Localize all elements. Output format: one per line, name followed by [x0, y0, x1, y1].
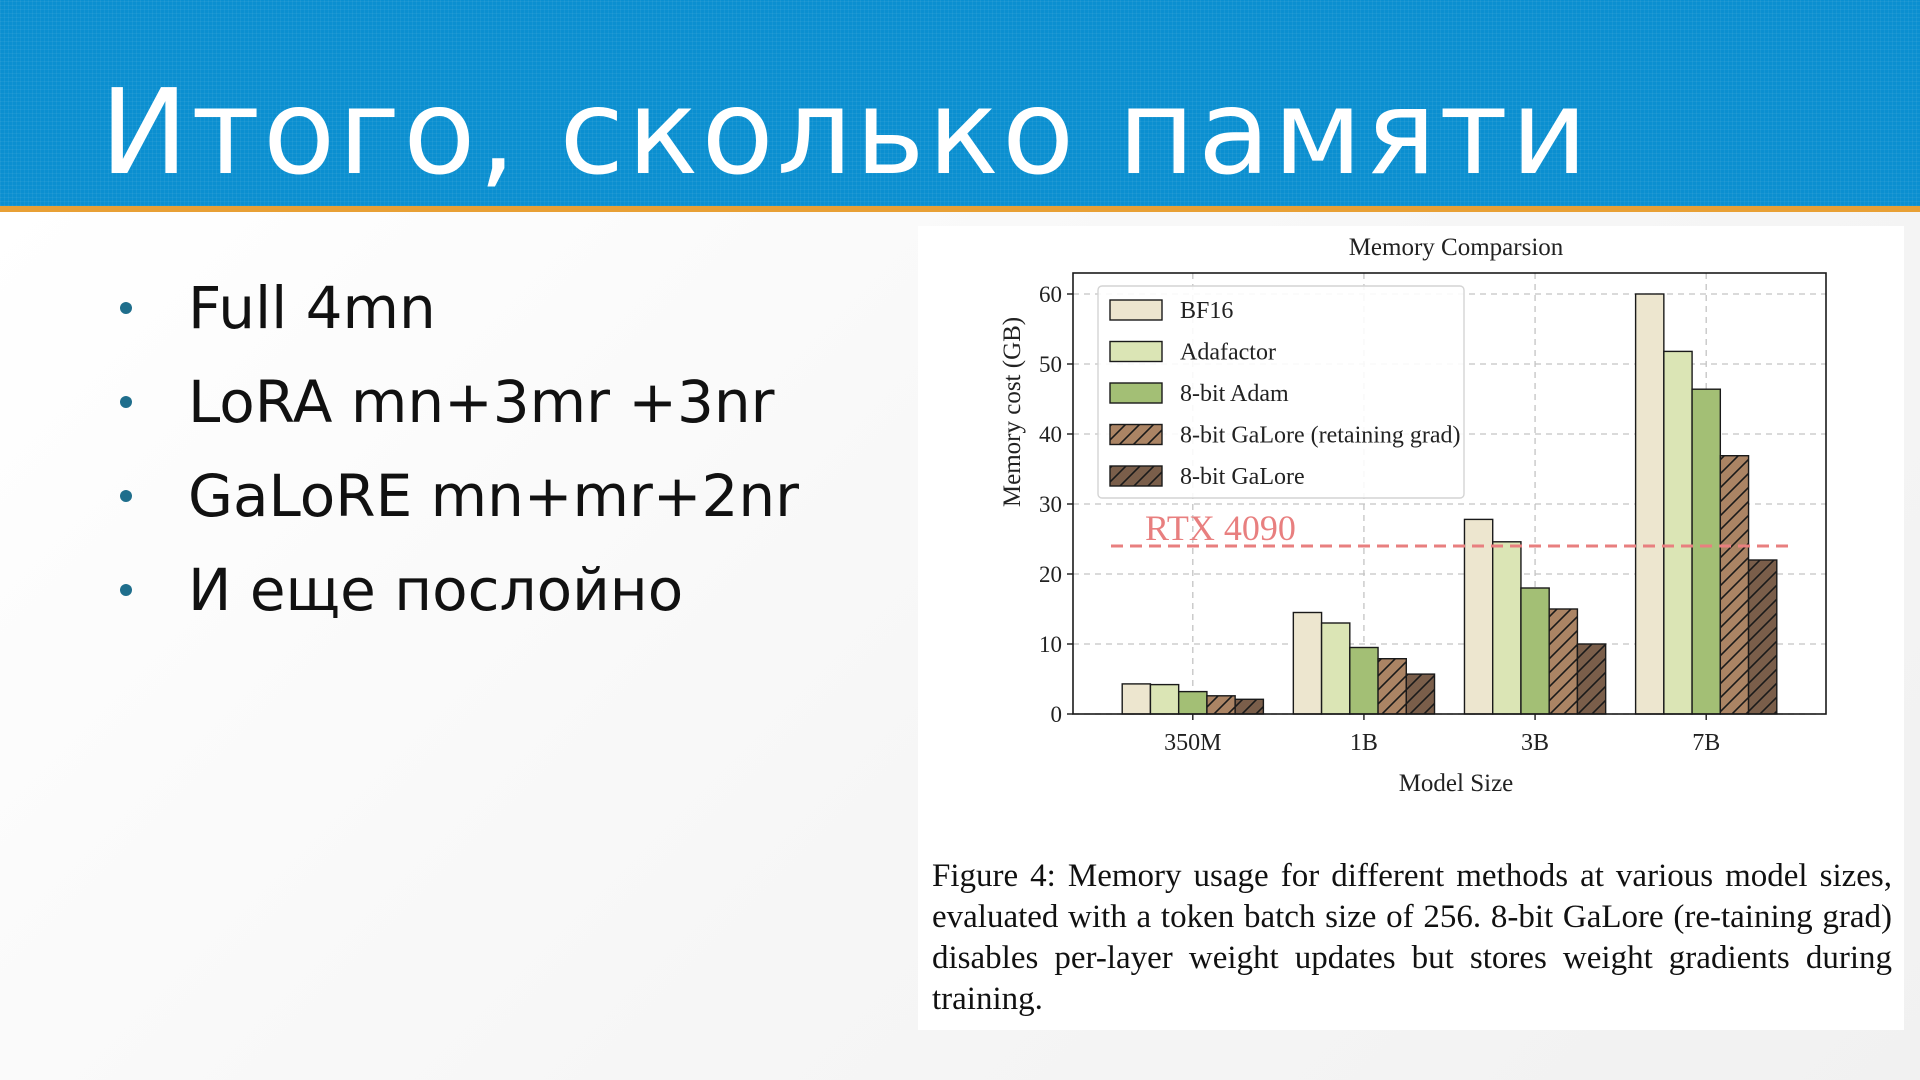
legend-box [1097, 285, 1465, 499]
bar [1520, 587, 1550, 715]
bar-hatch [1378, 658, 1407, 714]
y-tick-label: 10 [1039, 632, 1062, 657]
legend-label: 8-bit GaLore [1180, 464, 1305, 490]
bullet-text: И еще послойно [188, 556, 684, 624]
x-axis-label: Model Size [1399, 770, 1514, 797]
bar [1149, 683, 1180, 715]
bullet-item: LoRA mn+3mr +3nr [110, 356, 799, 450]
bar [1177, 690, 1208, 715]
bullet-text: LoRA mn+3mr +3nr [188, 368, 775, 436]
bar-hatch [1406, 674, 1435, 714]
bar [1663, 350, 1693, 715]
x-tick-label: 350M [1164, 730, 1221, 756]
bullet-text: GaLoRE mn+mr+2nr [188, 462, 799, 530]
bullet-text: Full 4mn [188, 274, 436, 342]
bar [1634, 293, 1665, 715]
bar [1121, 683, 1152, 715]
bar-hatch [1206, 695, 1236, 714]
bar [1492, 541, 1522, 715]
y-axis-label: Memory cost (GB) [999, 317, 1026, 507]
caption-label: Figure 4: [932, 858, 1056, 894]
bullet-dot-icon [120, 584, 132, 596]
bar [1320, 622, 1351, 715]
header-divider [0, 206, 1920, 212]
y-tick-label: 60 [1039, 282, 1062, 307]
bullet-dot-icon [120, 490, 132, 502]
legend-label: 8-bit GaLore (retaining grad) [1180, 423, 1461, 449]
legend-swatch-hatch [1110, 424, 1162, 445]
legend-swatch [1109, 382, 1163, 404]
bullet-dot-icon [120, 302, 132, 314]
figure-panel: RTX 4090 0 10 20 30 40 50 60 350M 1B 3B 7B BF16 Ada… [918, 226, 1904, 1030]
legend-swatch-hatch [1110, 466, 1162, 486]
chart-title: Memory Comparsion [1349, 234, 1564, 261]
bar-hatch [1720, 455, 1749, 714]
bar [1463, 518, 1494, 715]
bar [1292, 611, 1323, 715]
legend-swatch [1109, 299, 1163, 321]
y-tick-label: 20 [1039, 562, 1062, 587]
y-tick-label: 40 [1039, 422, 1062, 447]
bar-hatch [1748, 560, 1777, 714]
bar-hatch [1577, 644, 1606, 714]
legend-label: Adafactor [1180, 340, 1276, 366]
slide-title: Итого, сколько памяти [100, 63, 1591, 201]
y-tick-label: 0 [1051, 702, 1063, 727]
figure-caption: Figure 4: Memory usage for different met… [932, 856, 1892, 1020]
y-tick-label: 50 [1039, 352, 1062, 377]
plot-frame [1072, 272, 1827, 715]
bar-hatch [1549, 609, 1578, 714]
x-tick-label: 1B [1350, 730, 1378, 756]
x-tick-label: 3B [1521, 730, 1549, 756]
legend-swatch [1109, 340, 1163, 363]
legend-label: BF16 [1180, 298, 1233, 324]
bar [1349, 646, 1379, 715]
y-tick-label: 30 [1039, 492, 1062, 517]
memory-comparison-chart: RTX 4090 0 10 20 30 40 50 60 350M 1B 3B 7B BF16 Ada… [999, 234, 1827, 797]
bullet-dot-icon [120, 396, 132, 408]
bullet-item: GaLoRE mn+mr+2nr [110, 450, 799, 544]
bullet-item: И еще послойно [110, 544, 799, 638]
x-tick-label: 7B [1692, 730, 1720, 756]
bullet-item: Full 4mn [110, 262, 799, 356]
reference-line-label: RTX 4090 [1145, 508, 1296, 548]
bullet-list: Full 4mn LoRA mn+3mr +3nr GaLoRE mn+mr+2… [110, 262, 799, 638]
legend-label: 8-bit Adam [1180, 381, 1289, 407]
title-banner: Итого, сколько памяти [0, 0, 1920, 206]
bar [1691, 388, 1722, 715]
bar-hatch [1235, 699, 1264, 714]
caption-text: Memory usage for different methods at va… [932, 858, 1893, 1017]
